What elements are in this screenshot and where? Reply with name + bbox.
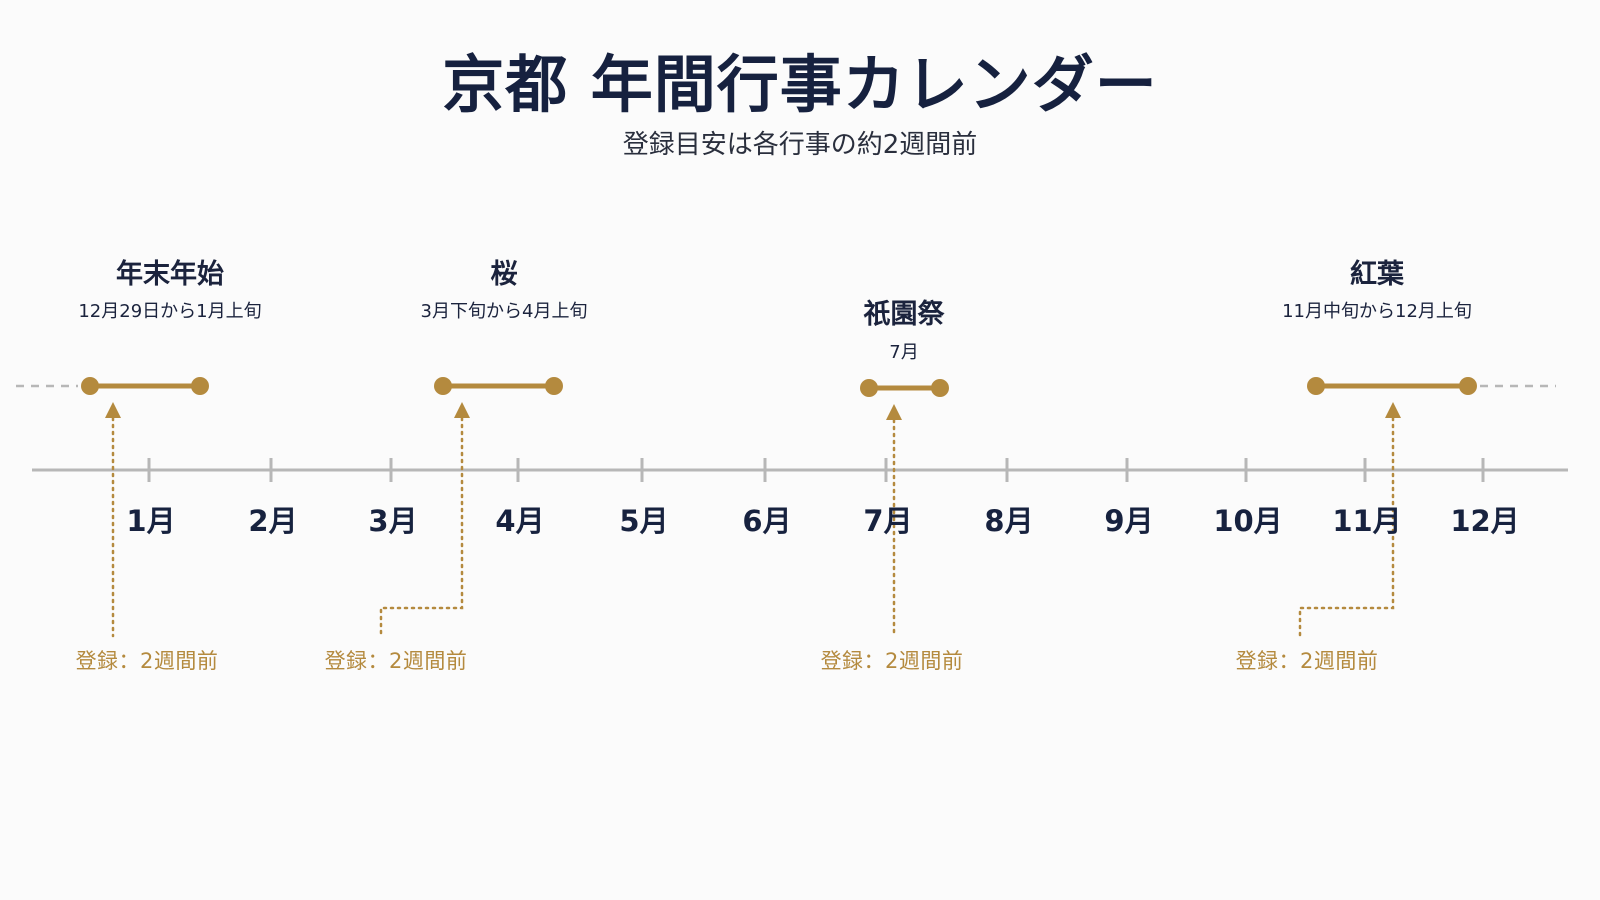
registration-arrowhead	[886, 404, 902, 420]
event-span-sakura	[434, 377, 563, 395]
event-period-sakura: 3月下旬から4月上旬	[420, 301, 588, 322]
registration-label-sakura: 登録：2週間前	[324, 649, 468, 673]
event-name-koyo: 紅葉	[1350, 259, 1404, 290]
event-period-koyo: 11月中旬から12月上旬	[1282, 301, 1472, 322]
month-label-feb: 2月	[248, 504, 298, 538]
registration-pointer-gion	[886, 404, 902, 638]
month-label-nov: 11月	[1332, 504, 1402, 538]
month-label-jan: 1月	[126, 504, 176, 538]
event-span-start-dot	[81, 377, 99, 395]
event-span-start-dot	[860, 379, 878, 397]
registration-arrowhead	[105, 402, 121, 418]
month-label-oct: 10月	[1213, 504, 1283, 538]
registration-label-nenmatsu: 登録：2週間前	[75, 649, 219, 673]
month-label-mar: 3月	[368, 504, 418, 538]
page-title: 京都 年間行事カレンダー	[442, 48, 1158, 121]
event-span-end-dot	[191, 377, 209, 395]
event-span-start-dot	[1307, 377, 1325, 395]
registration-arrowhead	[454, 402, 470, 418]
registration-label-gion: 登録：2週間前	[820, 649, 964, 673]
month-label-jun: 6月	[742, 504, 792, 538]
event-span-koyo	[1307, 377, 1477, 395]
event-span-end-dot	[545, 377, 563, 395]
month-label-aug: 8月	[984, 504, 1034, 538]
month-label-apr: 4月	[495, 504, 545, 538]
event-name-sakura: 桜	[490, 259, 518, 290]
event-span-gion	[860, 379, 949, 397]
event-period-nenmatsu: 12月29日から1月上旬	[78, 301, 262, 322]
month-label-may: 5月	[619, 504, 669, 538]
month-ticks	[147, 458, 1485, 482]
registration-label-koyo: 登録：2週間前	[1235, 649, 1379, 673]
page-subtitle: 登録目安は各行事の約2週間前	[622, 130, 978, 160]
month-label-dec: 12月	[1450, 504, 1520, 538]
registration-pointer-sakura	[379, 402, 470, 638]
event-name-nenmatsu: 年末年始	[116, 259, 224, 290]
event-span-nenmatsu	[81, 377, 209, 395]
event-span-end-dot	[931, 379, 949, 397]
registration-dotted-line	[1298, 416, 1395, 638]
month-label-jul: 7月	[863, 504, 913, 538]
event-span-start-dot	[434, 377, 452, 395]
registration-pointer-koyo	[1298, 402, 1401, 638]
registration-dotted-line	[379, 416, 464, 638]
event-period-gion: 7月	[889, 342, 919, 363]
registration-pointer-nenmatsu	[105, 402, 121, 638]
event-span-end-dot	[1459, 377, 1477, 395]
month-label-sep: 9月	[1104, 504, 1154, 538]
registration-arrowhead	[1385, 402, 1401, 418]
event-name-gion: 祇園祭	[863, 299, 945, 330]
